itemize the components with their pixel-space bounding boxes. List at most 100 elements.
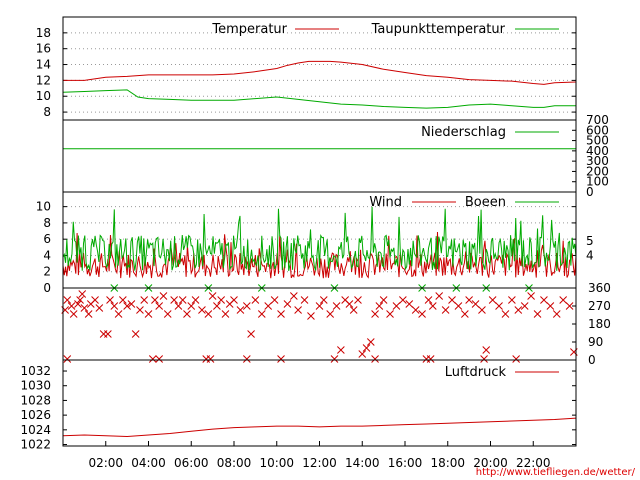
wind-direction-point — [242, 302, 251, 310]
x-tick-label: 10:00 — [259, 456, 294, 470]
wind-direction-point — [106, 296, 114, 304]
wind-direction-point — [206, 355, 215, 363]
wind-direction-point — [488, 296, 497, 304]
wind-direction-point — [418, 310, 426, 318]
series-temperatur — [63, 60, 577, 85]
y-tick-label-pressure: 1030 — [20, 379, 51, 393]
y-tick-label-pressure: 1032 — [20, 364, 51, 378]
wind-direction-point — [80, 304, 89, 312]
y-tick-label-pressure: 1028 — [20, 393, 51, 407]
wind-direction-point — [482, 346, 491, 354]
wind-direction-point — [277, 355, 285, 363]
y-tick-label-temp: 10 — [36, 89, 51, 103]
y-tick-label-rain: 700 — [586, 113, 609, 127]
y-tick-label-temp: 18 — [36, 26, 51, 40]
legend-label: Boeen — [465, 195, 506, 210]
y-tick-label-direction: 0 — [588, 353, 596, 367]
wind-direction-point — [565, 302, 574, 310]
wind-direction-point — [277, 310, 285, 318]
y-tick-label-temp: 16 — [36, 42, 51, 56]
wind-direction-point — [371, 355, 379, 363]
wind-direction-point — [78, 290, 87, 298]
wind-direction-point — [512, 355, 521, 363]
wind-direction-point — [426, 355, 435, 363]
legend-label: Temperatur — [211, 22, 287, 37]
wind-direction-point — [163, 310, 172, 318]
right-label-wind: 5 — [586, 234, 594, 248]
wind-direction-point — [114, 310, 123, 318]
wind-direction-point — [257, 310, 266, 318]
wind-direction-point — [508, 296, 516, 304]
wind-direction-point — [362, 344, 371, 352]
wind-direction-point — [208, 292, 217, 300]
legend-label: Wind — [369, 195, 402, 210]
wind-direction-point — [251, 296, 260, 304]
wind-direction-point — [283, 300, 292, 308]
legend-label: Taupunkttemperatur — [371, 22, 506, 37]
wind-direction-point — [435, 292, 444, 300]
y-tick-label-temp: 8 — [43, 105, 51, 119]
wind-direction-point — [76, 296, 84, 304]
series-luftdruck — [62, 417, 577, 437]
series-boeen — [62, 206, 577, 272]
y-tick-label-wind: 4 — [43, 248, 51, 262]
y-tick-label-wind: 6 — [43, 232, 51, 246]
wind-direction-point — [289, 292, 298, 300]
wind-direction-point — [178, 296, 187, 304]
wind-direction-point — [465, 296, 473, 304]
y-tick-label-direction: 270 — [588, 299, 611, 313]
wind-direction-point — [448, 296, 456, 304]
wind-direction-point — [319, 296, 328, 304]
legend-label: Luftdruck — [445, 365, 507, 380]
x-tick-label: 16:00 — [388, 456, 423, 470]
wind-direction-point — [514, 306, 523, 314]
wind-direction-point — [294, 306, 302, 314]
x-tick-label: 08:00 — [217, 456, 252, 470]
wind-direction-point — [379, 296, 388, 304]
wind-direction-point — [159, 292, 168, 300]
x-tick-label: 02:00 — [88, 456, 123, 470]
wind-direction-point — [213, 302, 221, 310]
wind-direction-point — [110, 302, 119, 310]
wind-direction-point — [264, 302, 273, 310]
wind-direction-point — [460, 310, 469, 318]
wind-direction-point — [95, 304, 104, 312]
y-tick-label-wind: 2 — [43, 265, 51, 279]
y-tick-label-wind: 8 — [43, 216, 51, 230]
y-tick-label-direction: 360 — [588, 281, 611, 295]
wind-direction-point — [478, 306, 486, 314]
wind-direction-point — [123, 302, 131, 310]
wind-direction-point — [371, 310, 379, 318]
wind-direction-point — [354, 296, 362, 304]
wind-direction-point — [230, 296, 238, 304]
wind-direction-point — [151, 296, 159, 304]
wind-direction-point — [170, 296, 179, 304]
wind-direction-point — [454, 302, 463, 310]
wind-direction-point — [300, 296, 309, 304]
wind-direction-point — [191, 296, 200, 304]
wind-direction-point — [198, 306, 206, 314]
wind-direction-point — [495, 302, 503, 310]
wind-direction-point — [144, 310, 153, 318]
wind-direction-point — [217, 296, 226, 304]
y-tick-label-temp: 14 — [36, 58, 51, 72]
wind-direction-point — [187, 302, 196, 310]
y-tick-label-rain: 400 — [586, 144, 609, 158]
wind-direction-point — [480, 355, 488, 363]
wind-direction-point — [315, 302, 324, 310]
series-taupunkttemperatur — [62, 89, 576, 109]
wind-direction-point — [428, 302, 437, 310]
wind-direction-point — [392, 302, 401, 310]
x-tick-label: 12:00 — [302, 456, 337, 470]
y-tick-label-rain: 0 — [586, 185, 594, 199]
wind-direction-point — [307, 312, 315, 320]
y-tick-label-wind: 0 — [43, 281, 51, 295]
x-tick-label: 20:00 — [473, 456, 508, 470]
wind-direction-point — [520, 302, 529, 310]
wind-direction-point — [174, 302, 183, 310]
x-tick-label: 14:00 — [345, 456, 380, 470]
wind-direction-point — [221, 310, 230, 318]
wind-direction-point — [183, 310, 191, 318]
x-tick-label: 22:00 — [516, 456, 551, 470]
wind-direction-point — [131, 330, 140, 338]
